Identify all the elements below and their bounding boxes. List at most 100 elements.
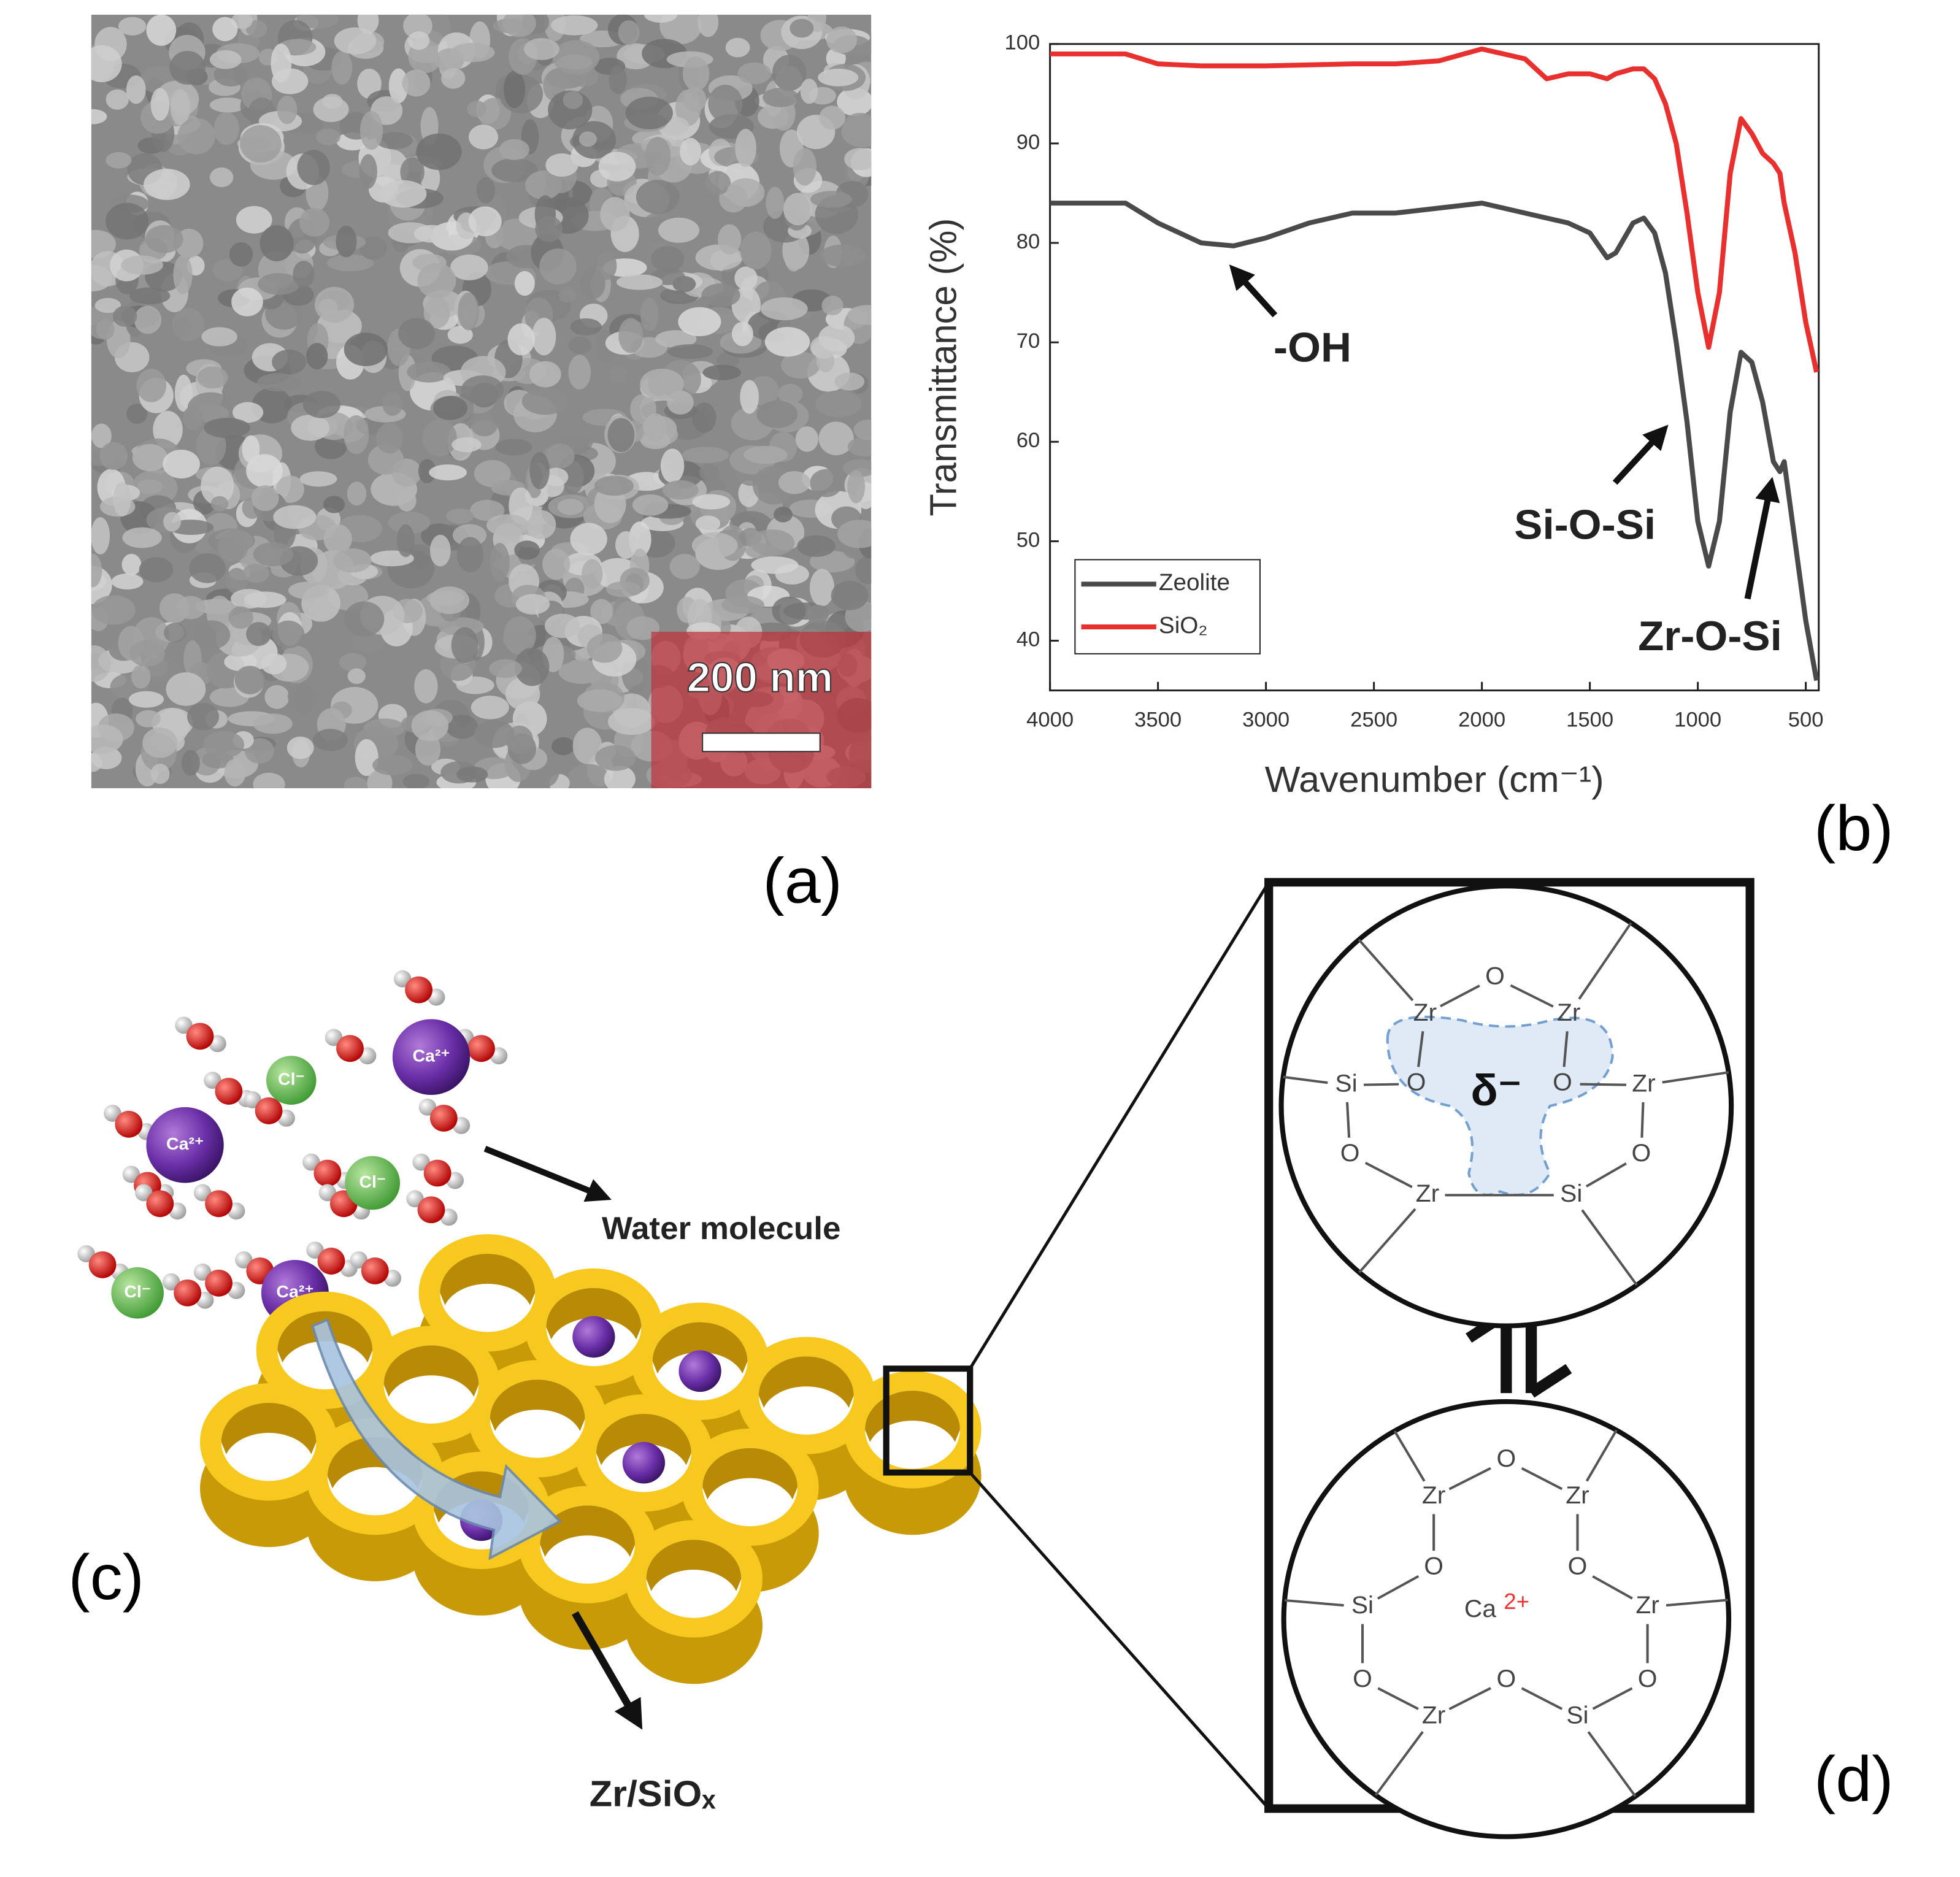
annotation: Zr-O-Si [1638, 613, 1782, 659]
grain [226, 567, 248, 594]
grain [336, 225, 357, 258]
bond [1345, 1102, 1351, 1138]
zoom-line [969, 881, 1270, 1370]
grain [844, 112, 872, 139]
oxygen [186, 1023, 214, 1050]
series-line [1050, 201, 1819, 681]
grain [645, 136, 671, 176]
grain [209, 97, 247, 113]
grain [126, 404, 148, 424]
atom-label: Si [1566, 1702, 1588, 1729]
grain [417, 263, 456, 299]
grain [415, 732, 441, 766]
grain [740, 380, 759, 414]
grain [698, 14, 719, 37]
atom-label: O [1424, 1553, 1443, 1580]
grain [129, 287, 171, 305]
grain [286, 736, 314, 759]
oxygen [317, 1248, 345, 1275]
atom-label: O [1353, 1665, 1372, 1692]
grain [91, 423, 112, 448]
scale-bar-box [651, 631, 872, 788]
grain [273, 505, 317, 529]
oxygen [205, 1190, 233, 1218]
grain [106, 202, 149, 240]
grain [725, 37, 750, 58]
grain [546, 443, 575, 469]
grain [276, 475, 304, 503]
transfer-arrow [310, 1318, 563, 1560]
grain [189, 553, 226, 583]
grain [326, 254, 374, 272]
grain [203, 731, 244, 758]
grain [590, 599, 613, 624]
grain [323, 524, 352, 554]
grain [702, 364, 741, 380]
grain [678, 307, 721, 337]
y-tick-label: 80 [1017, 230, 1040, 253]
grain [253, 772, 285, 788]
grain [357, 68, 382, 99]
grain [525, 510, 556, 540]
grain [355, 739, 379, 777]
oxygen [361, 1257, 389, 1284]
bond [1562, 1031, 1569, 1067]
outer-bond [1585, 1429, 1618, 1482]
grain [210, 496, 229, 512]
annotation: Si-O-Si [1514, 501, 1656, 548]
grain [347, 668, 366, 685]
atom-label: Zr [1632, 1070, 1655, 1097]
pore-wall [546, 1288, 642, 1340]
grain [297, 150, 330, 185]
grain [561, 460, 584, 494]
grain [502, 632, 534, 648]
grain [750, 529, 795, 556]
grain [616, 274, 663, 290]
grain [388, 68, 409, 104]
grain [815, 390, 862, 417]
grain [529, 361, 561, 388]
ion-label: Cl⁻ [278, 1069, 305, 1089]
grain [134, 305, 162, 334]
grain [258, 273, 300, 295]
water-label: Water molecule [602, 1211, 840, 1246]
grain [441, 67, 466, 89]
grain [810, 469, 843, 497]
grain [400, 157, 425, 188]
x-tick-label: 3000 [1242, 708, 1289, 732]
grain [331, 51, 353, 85]
grain [615, 531, 637, 559]
grain [600, 197, 630, 232]
grain [403, 14, 432, 39]
oxygen [115, 1110, 143, 1138]
grain [535, 216, 563, 242]
outer-bond [1283, 1075, 1328, 1084]
grain [429, 586, 470, 615]
x-tick-label: 500 [1788, 708, 1824, 732]
grain [543, 467, 569, 486]
atom-label: Zr [1413, 999, 1437, 1026]
grain [344, 332, 388, 366]
legend-label: SiO₂ [1159, 612, 1208, 639]
grain [246, 454, 283, 488]
grain [819, 106, 846, 130]
schematic: Ca²⁺Ca²⁺Ca²⁺Cl⁻Cl⁻Cl⁻Water moleculeZr/Si… [77, 881, 1270, 1814]
grain [272, 349, 307, 375]
grain [604, 766, 636, 788]
grain [323, 496, 345, 513]
grain [121, 255, 163, 275]
grain [726, 178, 765, 207]
panel-label: (a) [763, 846, 842, 917]
grain [820, 244, 866, 267]
grain [806, 604, 829, 624]
grain [577, 689, 623, 712]
grain [570, 523, 607, 556]
grain [471, 414, 498, 437]
adsorbed-ion [622, 1441, 666, 1484]
atom-label: O [1553, 1069, 1572, 1096]
outer-bond [1358, 939, 1414, 1002]
grain [231, 287, 263, 317]
atom-label: O [1568, 1553, 1588, 1580]
grain [594, 475, 634, 496]
grain [193, 620, 231, 650]
